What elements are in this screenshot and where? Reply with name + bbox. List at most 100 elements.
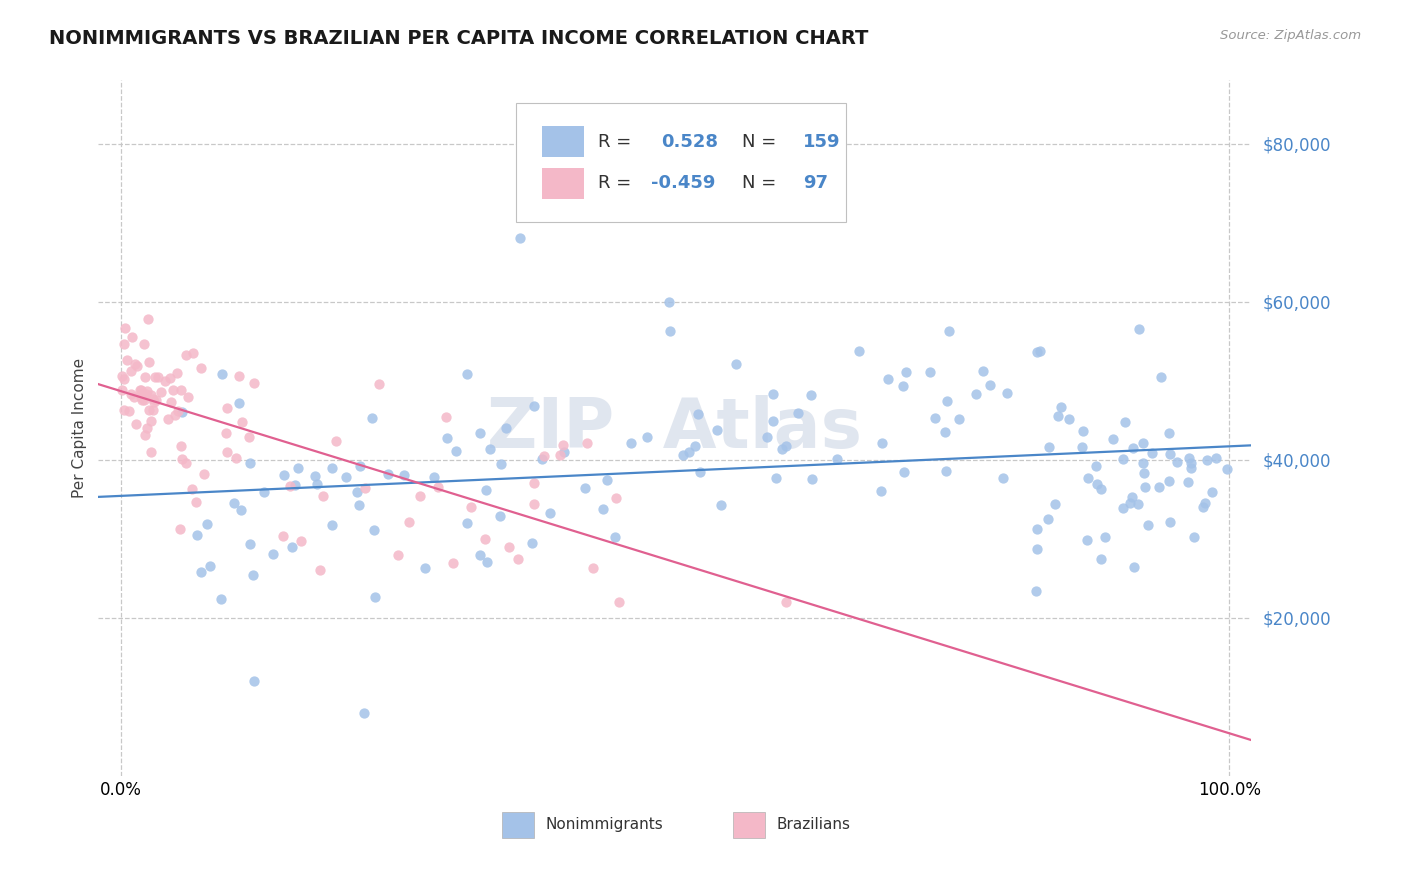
Point bbox=[239, 537, 262, 551]
Point bbox=[498, 540, 520, 554]
Point bbox=[1182, 530, 1205, 544]
Point bbox=[1205, 451, 1227, 466]
Point bbox=[1180, 461, 1202, 475]
Point bbox=[190, 361, 212, 376]
Point bbox=[242, 674, 264, 689]
Point bbox=[273, 468, 295, 483]
Point bbox=[1026, 542, 1049, 557]
Point bbox=[474, 532, 496, 546]
Point bbox=[229, 502, 252, 516]
Point bbox=[129, 387, 152, 401]
Point bbox=[533, 449, 555, 463]
Point bbox=[762, 414, 785, 428]
Text: N =: N = bbox=[742, 133, 776, 151]
Point bbox=[520, 536, 543, 550]
Point bbox=[775, 440, 797, 454]
Point bbox=[111, 383, 134, 397]
Point bbox=[441, 556, 464, 570]
Point bbox=[127, 359, 149, 373]
Point bbox=[155, 374, 177, 388]
Point bbox=[706, 423, 728, 437]
Point bbox=[150, 384, 173, 399]
Point bbox=[1132, 435, 1154, 450]
Point bbox=[896, 364, 918, 378]
Point bbox=[253, 485, 276, 500]
Point bbox=[284, 478, 307, 492]
Point bbox=[211, 367, 233, 381]
Point bbox=[1043, 497, 1066, 511]
Point bbox=[918, 365, 941, 379]
Point bbox=[609, 595, 631, 609]
Point bbox=[683, 438, 706, 452]
Point bbox=[1133, 480, 1156, 494]
Point bbox=[139, 414, 162, 428]
Point bbox=[1029, 344, 1052, 359]
Point bbox=[321, 460, 343, 475]
Point bbox=[1084, 458, 1107, 473]
Point bbox=[460, 500, 482, 515]
Text: 97: 97 bbox=[803, 174, 828, 193]
FancyBboxPatch shape bbox=[543, 126, 583, 157]
Point bbox=[148, 369, 170, 384]
Point bbox=[347, 499, 370, 513]
Point bbox=[457, 367, 479, 381]
Point bbox=[659, 324, 682, 338]
Point bbox=[506, 551, 529, 566]
Point bbox=[1077, 471, 1099, 485]
Point bbox=[1111, 501, 1133, 516]
Point bbox=[495, 421, 517, 435]
Point bbox=[136, 384, 159, 398]
Point bbox=[538, 506, 561, 520]
Point bbox=[636, 429, 658, 443]
Point bbox=[304, 468, 326, 483]
Point bbox=[121, 330, 143, 344]
Point bbox=[689, 465, 711, 479]
Point bbox=[848, 343, 870, 358]
Text: Source: ZipAtlas.com: Source: ZipAtlas.com bbox=[1220, 29, 1361, 42]
Point bbox=[1194, 496, 1216, 510]
Point bbox=[145, 392, 167, 407]
Point bbox=[141, 388, 163, 402]
Point bbox=[523, 497, 546, 511]
Text: Brazilians: Brazilians bbox=[776, 817, 851, 832]
Text: 159: 159 bbox=[803, 133, 841, 151]
Point bbox=[1197, 453, 1219, 467]
Point bbox=[134, 392, 156, 407]
Point bbox=[409, 489, 432, 503]
Point bbox=[672, 448, 695, 462]
Point bbox=[509, 231, 531, 245]
Point bbox=[1136, 518, 1159, 533]
Point bbox=[972, 364, 994, 378]
Point bbox=[413, 561, 436, 575]
Point bbox=[263, 547, 285, 561]
Point bbox=[724, 357, 747, 371]
Point bbox=[530, 452, 553, 467]
Point bbox=[765, 471, 787, 485]
Point bbox=[142, 403, 165, 417]
Point bbox=[582, 561, 605, 575]
Point bbox=[346, 485, 368, 500]
Point bbox=[160, 395, 183, 409]
Point bbox=[1149, 480, 1171, 494]
Point bbox=[523, 475, 546, 490]
Point bbox=[305, 477, 328, 491]
Point bbox=[159, 370, 181, 384]
Point bbox=[1142, 446, 1164, 460]
Point bbox=[112, 372, 135, 386]
Text: NONIMMIGRANTS VS BRAZILIAN PER CAPITA INCOME CORRELATION CHART: NONIMMIGRANTS VS BRAZILIAN PER CAPITA IN… bbox=[49, 29, 869, 47]
Point bbox=[574, 481, 596, 495]
Point bbox=[770, 442, 793, 456]
Point bbox=[1085, 477, 1108, 491]
Point bbox=[1191, 500, 1213, 514]
Point bbox=[1157, 425, 1180, 440]
Point bbox=[1166, 455, 1188, 469]
Point bbox=[360, 411, 382, 425]
Point bbox=[124, 417, 146, 431]
Point bbox=[287, 460, 309, 475]
Point bbox=[193, 467, 215, 481]
Point bbox=[965, 387, 987, 401]
Point bbox=[131, 393, 153, 408]
Point bbox=[222, 496, 245, 510]
Point bbox=[394, 467, 416, 482]
Point bbox=[870, 484, 893, 499]
